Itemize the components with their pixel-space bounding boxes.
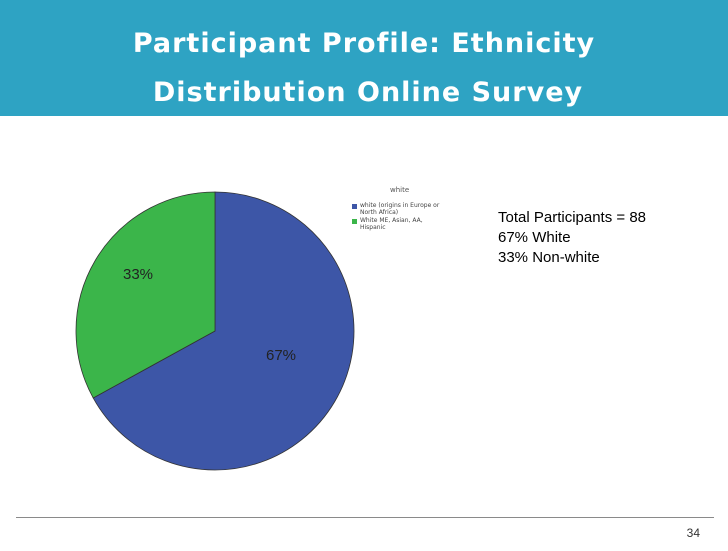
stats-block: Total Participants = 88 67% White 33% No… bbox=[498, 208, 646, 268]
stat-total: Total Participants = 88 bbox=[498, 209, 647, 226]
legend-label-white: white (origins in Europe or North Africa… bbox=[360, 202, 440, 216]
page-number: 34 bbox=[686, 526, 700, 540]
legend-title: white bbox=[390, 186, 410, 194]
legend-swatch-nonwhite bbox=[352, 219, 357, 224]
slide-title-line-1: Participant Profile: Ethnicity bbox=[132, 28, 596, 59]
pie-slice-nonwhite bbox=[75, 191, 216, 399]
slice-label-white: 67% bbox=[266, 347, 297, 364]
stat-white: 67% White bbox=[498, 229, 571, 246]
pie-slice-white bbox=[92, 191, 355, 471]
title-banner: Participant Profile: Ethnicity Distribut… bbox=[0, 0, 728, 116]
slide-title-line-2: Distribution Online Survey bbox=[152, 77, 584, 108]
legend-label-nonwhite: White ME, Asian, AA, Hispanic bbox=[360, 217, 423, 231]
stat-nonwhite: 33% Non-white bbox=[498, 249, 600, 266]
footer-divider bbox=[16, 517, 714, 518]
legend-swatch-white bbox=[352, 204, 357, 209]
slice-label-nonwhite: 33% bbox=[123, 266, 154, 283]
